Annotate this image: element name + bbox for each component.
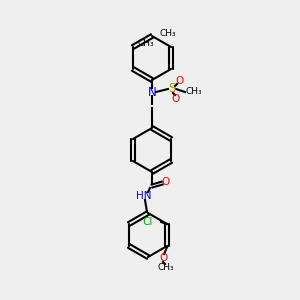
Text: N: N: [148, 85, 156, 98]
Text: HN: HN: [136, 191, 152, 201]
Text: CH₃: CH₃: [138, 40, 154, 49]
Text: O: O: [176, 76, 184, 86]
Text: O: O: [159, 253, 167, 263]
Text: O: O: [171, 94, 179, 104]
Text: CH₃: CH₃: [160, 28, 177, 38]
Text: O: O: [162, 177, 170, 187]
Text: S: S: [168, 82, 176, 95]
Text: CH₃: CH₃: [186, 88, 202, 97]
Text: Cl: Cl: [143, 217, 153, 227]
Text: CH₃: CH₃: [158, 263, 174, 272]
